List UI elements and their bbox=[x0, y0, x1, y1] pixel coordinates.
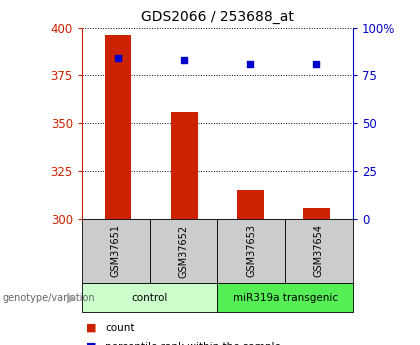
Title: GDS2066 / 253688_at: GDS2066 / 253688_at bbox=[141, 10, 294, 24]
Bar bbox=[105, 35, 131, 219]
Text: miR319a transgenic: miR319a transgenic bbox=[233, 293, 338, 303]
Point bbox=[181, 57, 188, 63]
Text: percentile rank within the sample: percentile rank within the sample bbox=[105, 342, 281, 345]
Text: ■: ■ bbox=[86, 323, 97, 333]
Text: ▶: ▶ bbox=[67, 291, 76, 304]
Text: GSM37652: GSM37652 bbox=[178, 225, 189, 277]
Bar bbox=[171, 112, 197, 219]
Point bbox=[115, 56, 122, 61]
Text: GSM37651: GSM37651 bbox=[111, 225, 121, 277]
Bar bbox=[303, 208, 330, 219]
Text: genotype/variation: genotype/variation bbox=[2, 293, 95, 303]
Text: count: count bbox=[105, 323, 134, 333]
Text: control: control bbox=[131, 293, 168, 303]
Point bbox=[313, 61, 320, 67]
Bar bbox=[237, 190, 264, 219]
Text: ■: ■ bbox=[86, 342, 97, 345]
Point bbox=[247, 61, 254, 67]
Text: GSM37654: GSM37654 bbox=[314, 225, 324, 277]
Text: GSM37653: GSM37653 bbox=[246, 225, 256, 277]
